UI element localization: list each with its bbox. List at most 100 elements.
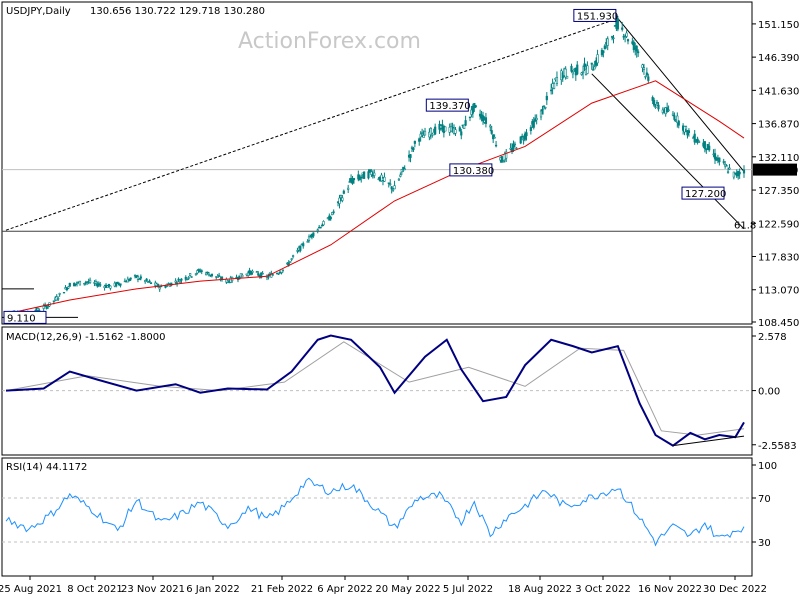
x-tick-label: 6 Apr 2022 (317, 584, 372, 595)
candle-body (94, 280, 97, 284)
x-tick-label: 21 Feb 2022 (251, 584, 313, 595)
candle-body (655, 102, 659, 104)
candle-body (78, 280, 82, 286)
x-tick-label: 16 Nov 2022 (638, 584, 702, 595)
candle-body (632, 41, 635, 50)
candle-body (697, 141, 701, 144)
candle-body (500, 156, 503, 163)
candle-body (290, 258, 293, 260)
candle-body (684, 126, 688, 130)
candle-body (645, 72, 648, 76)
macd-title: MACD(12,26,9) -1.5162 -1.8000 (6, 332, 166, 343)
candle-body (626, 39, 630, 42)
last-price-tag (753, 163, 797, 176)
price-label-box (681, 186, 725, 200)
rsi-line (5, 477, 745, 547)
candle-body (96, 283, 99, 287)
price-pane: 151.930 139.370 130.380 127.200 61.8 9.110 (2, 8, 756, 324)
candle-body (635, 45, 638, 52)
candle-body (339, 195, 343, 198)
candle-body (65, 287, 68, 291)
candle-body (387, 182, 390, 184)
candle-body (149, 282, 153, 284)
candle-body (200, 270, 203, 272)
candle-body (653, 99, 656, 106)
candle-body (676, 115, 679, 123)
rsi-title: RSI(14) 44.1172 (6, 462, 87, 473)
candle-body (726, 171, 730, 173)
price-tick-label: 113.070 (758, 286, 799, 297)
candle-body (612, 37, 615, 39)
candle-body (434, 126, 437, 135)
candle-body (460, 131, 463, 136)
candle-body (218, 275, 221, 277)
candle-body (189, 273, 192, 276)
candle-body (454, 129, 457, 134)
candle-body (329, 217, 332, 220)
candle-body (544, 106, 547, 109)
candle-body (68, 282, 71, 287)
candle-body (519, 136, 522, 144)
candle-body (190, 276, 193, 278)
candle-body (116, 281, 119, 284)
rsi-tick-label: 30 (758, 538, 771, 549)
candle-body (180, 278, 183, 281)
candle-body (368, 169, 372, 172)
ohlc-readout: 130.656 130.722 129.718 130.280 (90, 6, 265, 17)
price-tick-label: 122.590 (758, 219, 799, 230)
candle-body (637, 51, 640, 54)
candle-body (342, 190, 345, 194)
x-tick-label: 8 Oct 2021 (67, 584, 122, 595)
candle-body (280, 271, 283, 274)
macd-tick-label: 2.578 (758, 332, 787, 343)
candle-body (261, 272, 264, 275)
candle-body (291, 255, 295, 257)
candle-body (367, 171, 370, 179)
candle-body (641, 64, 644, 69)
candle-body (83, 282, 86, 285)
candle-body (338, 197, 341, 204)
candle-body (463, 124, 466, 129)
candle-body (392, 188, 395, 191)
candle-body (139, 276, 142, 279)
candle-body (502, 161, 505, 163)
candle-body (210, 273, 213, 277)
candle-body (260, 272, 263, 278)
candle-body (238, 275, 241, 280)
candle-body (389, 183, 392, 185)
candle-body (62, 291, 66, 294)
candle-body (347, 187, 350, 190)
price-tick-label: 146.390 (758, 53, 799, 64)
candle-body (418, 138, 421, 142)
candle-body (566, 75, 569, 79)
candle-body (667, 109, 670, 111)
candle-body (490, 130, 493, 134)
macd-tick-label: 0.00 (758, 387, 780, 398)
candle-body (687, 130, 691, 133)
candle-body (307, 236, 311, 241)
candle-body (593, 66, 596, 70)
candle-body (713, 153, 717, 160)
candle-body (564, 68, 567, 78)
candle-body (718, 157, 721, 163)
candle-body (236, 278, 240, 281)
candle-body (603, 45, 606, 50)
candle-body (393, 185, 396, 190)
candle-body (423, 130, 427, 136)
candle-body (177, 278, 180, 281)
price-pane-frame (1, 1, 753, 325)
candle-body (671, 113, 675, 116)
candle-body (693, 133, 696, 143)
candle-body (647, 76, 650, 81)
candle-body (158, 287, 161, 290)
candle-body (722, 161, 725, 163)
rsi-tick-label: 100 (758, 461, 777, 472)
x-tick-label: 3 Oct 2022 (575, 584, 630, 595)
candle-body (602, 50, 605, 54)
candle-body (494, 144, 498, 147)
price-label-box (3, 310, 47, 324)
candle-body (421, 132, 424, 134)
candle-body (331, 212, 334, 216)
candle-body (348, 181, 351, 183)
